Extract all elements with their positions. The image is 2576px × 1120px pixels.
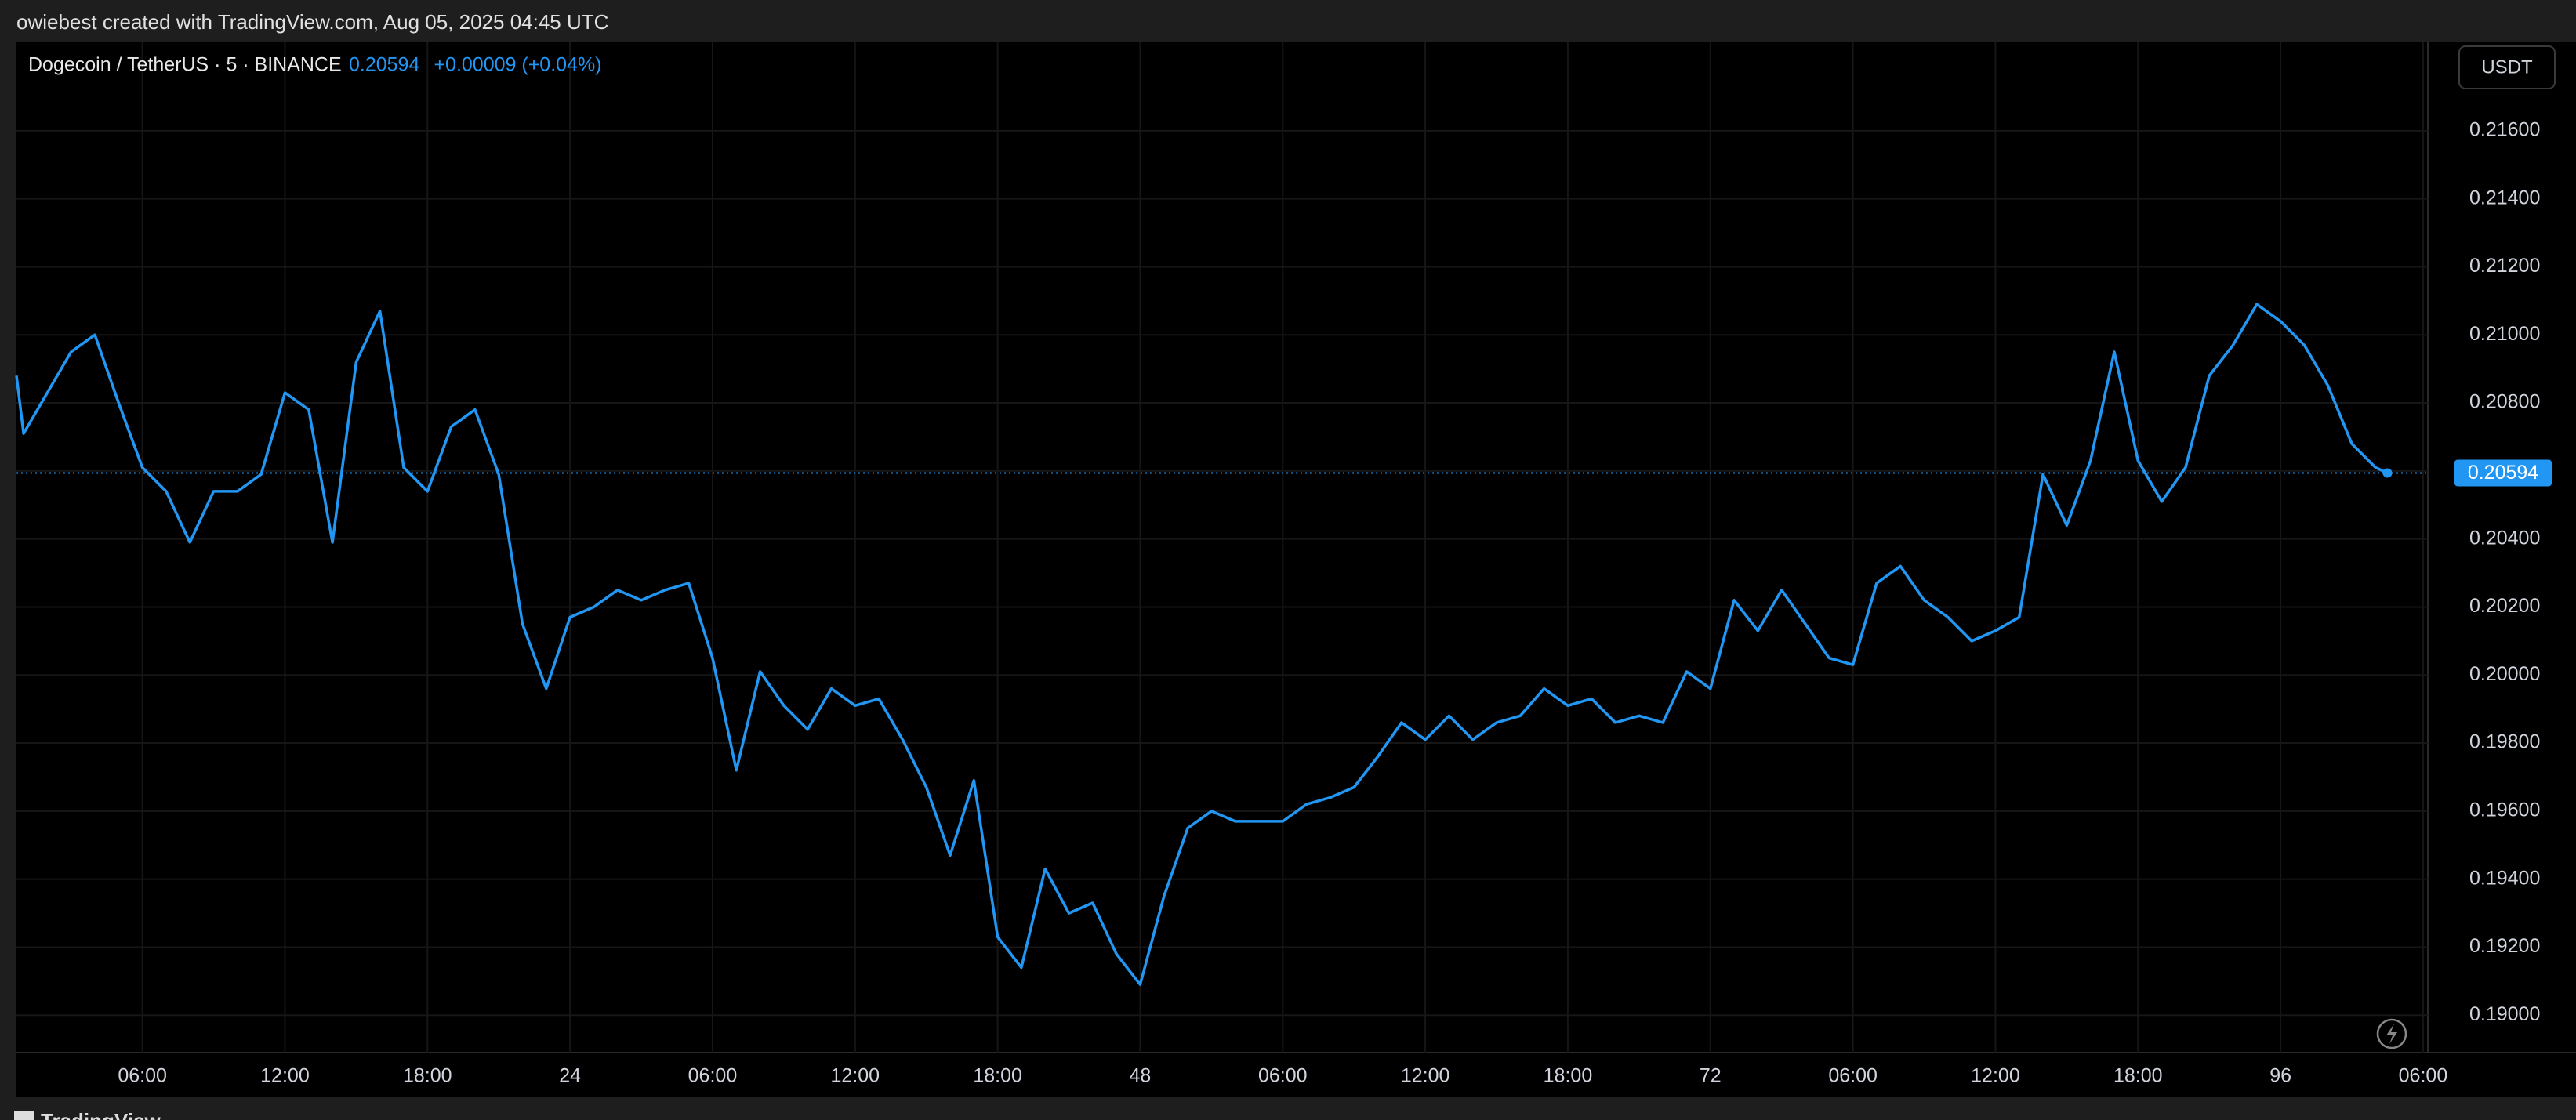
y-tick-label: 0.21000 — [2469, 323, 2540, 345]
icon-circle[interactable] — [2376, 1018, 2407, 1049]
left-border — [0, 42, 16, 1097]
x-tick-label: 12:00 — [260, 1065, 310, 1087]
x-tick-label: 06:00 — [118, 1065, 167, 1087]
x-tick-label: 12:00 — [1401, 1065, 1450, 1087]
last-price-label: 0.20594 — [2468, 462, 2538, 484]
last-price-tag — [2454, 459, 2552, 487]
x-tick-label: 06:00 — [1828, 1065, 1878, 1087]
y-tick-label: 0.21600 — [2469, 118, 2540, 140]
y-tick-label: 0.20200 — [2469, 595, 2540, 617]
bottom-bar — [0, 1097, 2576, 1120]
grid — [16, 42, 2428, 1053]
y-tick-label: 0.19600 — [2469, 799, 2540, 821]
x-tick-label: 48 — [1130, 1065, 1152, 1087]
x-tick-label: 96 — [2269, 1065, 2291, 1087]
plot — [15, 303, 2428, 986]
y-tick-label: 0.19800 — [2469, 731, 2540, 753]
price-line — [15, 303, 2389, 986]
y-tick-label: 0.20400 — [2469, 527, 2540, 549]
x-tick-label: 18:00 — [1544, 1065, 1593, 1087]
currency-box[interactable] — [2458, 45, 2556, 89]
x-tick-label: 18:00 — [403, 1065, 452, 1087]
icon-bolt[interactable] — [2386, 1024, 2397, 1044]
top-bar — [0, 0, 2576, 42]
chart-title: Dogecoin / TetherUS · 5 · BINANCE — [28, 54, 342, 76]
footer-text: TradingView — [41, 1109, 161, 1120]
x-tick-label: 18:00 — [973, 1065, 1022, 1087]
x-tick-label: 12:00 — [1971, 1065, 2020, 1087]
y-tick-label: 0.20000 — [2469, 663, 2540, 685]
lightning-icon[interactable] — [2376, 1018, 2407, 1049]
attribution: owiebest created with TradingView.com, A… — [16, 10, 608, 34]
y-tick-label: 0.19200 — [2469, 935, 2540, 957]
header-change: +0.00009 (+0.04%) — [434, 54, 601, 76]
footer-logo — [14, 1111, 34, 1120]
y-tick-label: 0.19000 — [2469, 1003, 2540, 1025]
currency[interactable]: USDT — [2481, 56, 2533, 78]
x-tick-label: 06:00 — [2399, 1065, 2448, 1087]
x-tick-label: 12:00 — [831, 1065, 880, 1087]
header-price: 0.20594 — [349, 54, 419, 76]
y-tick-label: 0.21200 — [2469, 255, 2540, 277]
y-tick-label: 0.19400 — [2469, 867, 2540, 889]
x-tick-label: 72 — [1700, 1065, 1722, 1087]
x-tick-label: 18:00 — [2113, 1065, 2163, 1087]
y-tick-label: 0.20800 — [2469, 391, 2540, 413]
x-tick-label: 06:00 — [1258, 1065, 1308, 1087]
y-tick-label: 0.21400 — [2469, 187, 2540, 208]
x-tick-label: 06:00 — [688, 1065, 738, 1087]
x-tick-label: 24 — [559, 1065, 581, 1087]
